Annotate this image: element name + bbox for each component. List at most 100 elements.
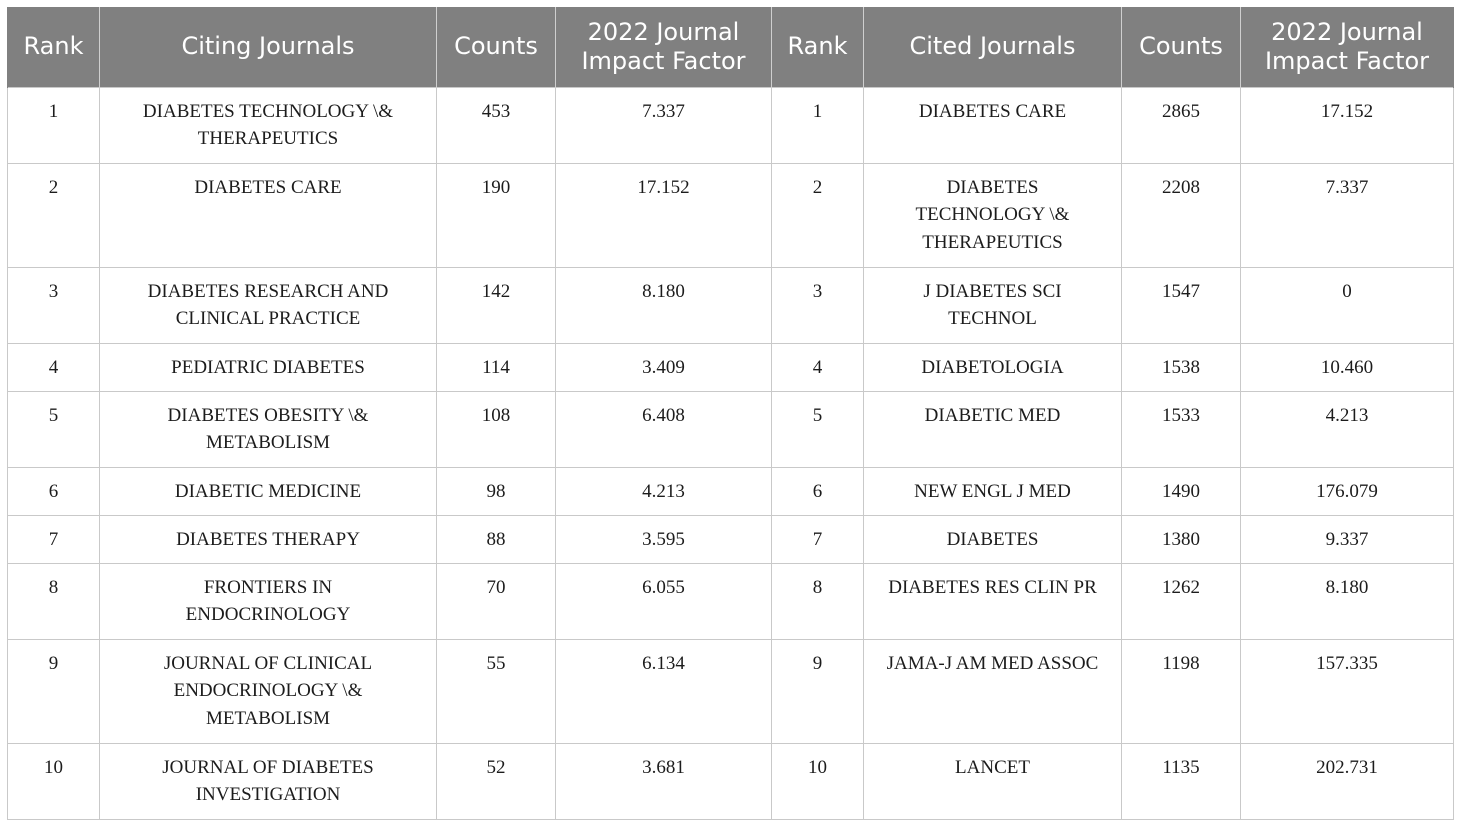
- cited-rank-cell: 4: [771, 342, 864, 392]
- rank-cell: 1: [7, 86, 100, 164]
- table-row: 6 DIABETIC MEDICINE 98 4.213 6 NEW ENGL …: [7, 466, 1454, 516]
- citing-journal-cell: DIABETIC MEDICINE: [99, 466, 437, 516]
- rank-cell: 6: [7, 466, 100, 516]
- table-body: 1 DIABETES TECHNOLOGY \& THERAPEUTICS 45…: [7, 86, 1454, 820]
- header-cited-impact-factor: 2022 Journal Impact Factor: [1240, 7, 1454, 87]
- cited-journal-cell: J DIABETES SCI TECHNOL: [863, 266, 1122, 344]
- citing-counts-cell: 190: [436, 162, 556, 268]
- cited-counts-cell: 1262: [1121, 562, 1241, 640]
- rank-cell: 7: [7, 514, 100, 564]
- table-row: 5 DIABETES OBESITY \& METABOLISM 108 6.4…: [7, 390, 1454, 468]
- citing-journal-cell: JOURNAL OF CLINICAL ENDOCRINOLOGY \& MET…: [99, 638, 437, 744]
- citing-journal-cell: DIABETES OBESITY \& METABOLISM: [99, 390, 437, 468]
- cited-counts-cell: 1380: [1121, 514, 1241, 564]
- cited-rank-cell: 3: [771, 266, 864, 344]
- cited-impact-factor-cell: 7.337: [1240, 162, 1454, 268]
- citing-counts-cell: 108: [436, 390, 556, 468]
- citing-impact-factor-cell: 7.337: [555, 86, 772, 164]
- table-row: 1 DIABETES TECHNOLOGY \& THERAPEUTICS 45…: [7, 86, 1454, 164]
- cited-journal-cell: DIABETES: [863, 514, 1122, 564]
- citing-impact-factor-cell: 8.180: [555, 266, 772, 344]
- cited-rank-cell: 6: [771, 466, 864, 516]
- cited-rank-cell: 5: [771, 390, 864, 468]
- cited-journal-cell: DIABETES RES CLIN PR: [863, 562, 1122, 640]
- header-rank: Rank: [7, 7, 100, 87]
- citing-counts-cell: 70: [436, 562, 556, 640]
- cited-counts-cell: 1533: [1121, 390, 1241, 468]
- cited-impact-factor-cell: 176.079: [1240, 466, 1454, 516]
- citing-journal-cell: DIABETES THERAPY: [99, 514, 437, 564]
- journals-table: Rank Citing Journals Counts 2022 Journal…: [7, 7, 1454, 820]
- citing-counts-cell: 88: [436, 514, 556, 564]
- rank-cell: 8: [7, 562, 100, 640]
- citing-journal-cell: DIABETES CARE: [99, 162, 437, 268]
- cited-rank-cell: 9: [771, 638, 864, 744]
- citing-impact-factor-cell: 6.055: [555, 562, 772, 640]
- cited-journal-cell: DIABETES TECHNOLOGY \& THERAPEUTICS: [863, 162, 1122, 268]
- cited-counts-cell: 1538: [1121, 342, 1241, 392]
- cited-impact-factor-cell: 9.337: [1240, 514, 1454, 564]
- cited-counts-cell: 2208: [1121, 162, 1241, 268]
- cited-impact-factor-cell: 17.152: [1240, 86, 1454, 164]
- cited-rank-cell: 8: [771, 562, 864, 640]
- cited-impact-factor-cell: 202.731: [1240, 742, 1454, 820]
- cited-journal-cell: JAMA-J AM MED ASSOC: [863, 638, 1122, 744]
- rank-cell: 3: [7, 266, 100, 344]
- cited-rank-cell: 2: [771, 162, 864, 268]
- table-row: 7 DIABETES THERAPY 88 3.595 7 DIABETES 1…: [7, 514, 1454, 564]
- rank-cell: 4: [7, 342, 100, 392]
- citing-counts-cell: 453: [436, 86, 556, 164]
- cited-journal-cell: NEW ENGL J MED: [863, 466, 1122, 516]
- cited-journal-cell: DIABETIC MED: [863, 390, 1122, 468]
- cited-counts-cell: 1490: [1121, 466, 1241, 516]
- citing-journal-cell: DIABETES TECHNOLOGY \& THERAPEUTICS: [99, 86, 437, 164]
- cited-impact-factor-cell: 10.460: [1240, 342, 1454, 392]
- rank-cell: 5: [7, 390, 100, 468]
- citing-counts-cell: 55: [436, 638, 556, 744]
- rank-cell: 2: [7, 162, 100, 268]
- header-cited-journals: Cited Journals: [863, 7, 1122, 87]
- cited-impact-factor-cell: 4.213: [1240, 390, 1454, 468]
- citing-impact-factor-cell: 3.409: [555, 342, 772, 392]
- table-row: 2 DIABETES CARE 190 17.152 2 DIABETES TE…: [7, 162, 1454, 268]
- cited-rank-cell: 7: [771, 514, 864, 564]
- rank-cell: 10: [7, 742, 100, 820]
- header-impact-factor: 2022 Journal Impact Factor: [555, 7, 772, 87]
- citing-journal-cell: JOURNAL OF DIABETES INVESTIGATION: [99, 742, 437, 820]
- header-citing-journals: Citing Journals: [99, 7, 437, 87]
- table-row: 3 DIABETES RESEARCH AND CLINICAL PRACTIC…: [7, 266, 1454, 344]
- citing-journal-cell: FRONTIERS IN ENDOCRINOLOGY: [99, 562, 437, 640]
- table-row: 10 JOURNAL OF DIABETES INVESTIGATION 52 …: [7, 742, 1454, 820]
- table-row: 4 PEDIATRIC DIABETES 114 3.409 4 DIABETO…: [7, 342, 1454, 392]
- cited-counts-cell: 2865: [1121, 86, 1241, 164]
- citing-impact-factor-cell: 6.408: [555, 390, 772, 468]
- citing-impact-factor-cell: 6.134: [555, 638, 772, 744]
- cited-impact-factor-cell: 157.335: [1240, 638, 1454, 744]
- cited-journal-cell: LANCET: [863, 742, 1122, 820]
- cited-rank-cell: 10: [771, 742, 864, 820]
- citing-journal-cell: DIABETES RESEARCH AND CLINICAL PRACTICE: [99, 266, 437, 344]
- header-cited-counts: Counts: [1121, 7, 1241, 87]
- cited-journal-cell: DIABETOLOGIA: [863, 342, 1122, 392]
- table-row: 9 JOURNAL OF CLINICAL ENDOCRINOLOGY \& M…: [7, 638, 1454, 744]
- header-counts: Counts: [436, 7, 556, 87]
- cited-counts-cell: 1198: [1121, 638, 1241, 744]
- citing-counts-cell: 52: [436, 742, 556, 820]
- cited-counts-cell: 1135: [1121, 742, 1241, 820]
- header-cited-rank: Rank: [771, 7, 864, 87]
- citing-journal-cell: PEDIATRIC DIABETES: [99, 342, 437, 392]
- table-header: Rank Citing Journals Counts 2022 Journal…: [7, 7, 1454, 87]
- citing-counts-cell: 114: [436, 342, 556, 392]
- table-row: 8 FRONTIERS IN ENDOCRINOLOGY 70 6.055 8 …: [7, 562, 1454, 640]
- cited-counts-cell: 1547: [1121, 266, 1241, 344]
- cited-journal-cell: DIABETES CARE: [863, 86, 1122, 164]
- header-row: Rank Citing Journals Counts 2022 Journal…: [7, 7, 1454, 87]
- cited-impact-factor-cell: 0: [1240, 266, 1454, 344]
- citing-impact-factor-cell: 4.213: [555, 466, 772, 516]
- citing-counts-cell: 142: [436, 266, 556, 344]
- citing-impact-factor-cell: 3.595: [555, 514, 772, 564]
- citing-counts-cell: 98: [436, 466, 556, 516]
- cited-impact-factor-cell: 8.180: [1240, 562, 1454, 640]
- citing-impact-factor-cell: 17.152: [555, 162, 772, 268]
- citing-impact-factor-cell: 3.681: [555, 742, 772, 820]
